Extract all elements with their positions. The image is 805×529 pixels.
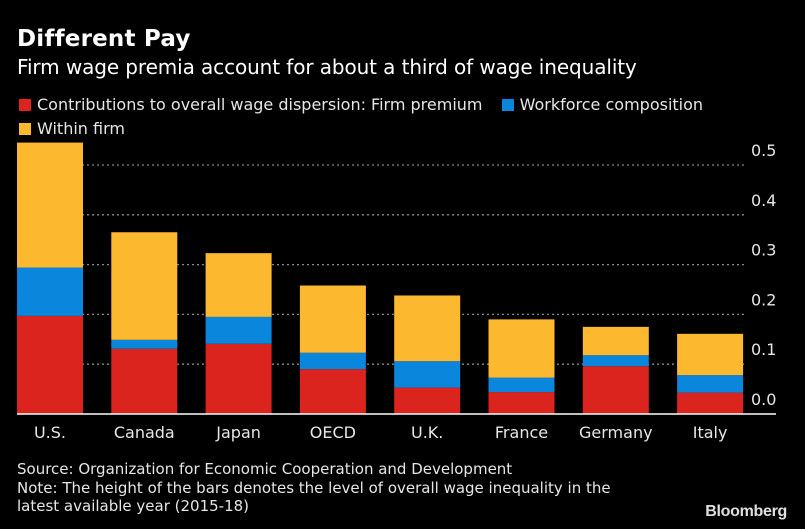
y-tick-label: 0.0 xyxy=(751,390,776,409)
y-tick-label: 0.5 xyxy=(751,141,776,160)
x-tick-label: U.K. xyxy=(411,423,443,442)
bar-segment-within-firm xyxy=(488,319,555,378)
footer: Source: Organization for Economic Cooper… xyxy=(17,460,611,516)
y-tick-label: 0.4 xyxy=(751,191,776,210)
bar-group xyxy=(394,295,461,414)
bar-segment-within-firm xyxy=(677,333,744,376)
y-tick-label: 0.3 xyxy=(751,241,776,260)
y-tick-label: 0.2 xyxy=(751,290,776,309)
y-tick-label: 0.1 xyxy=(751,340,776,359)
legend-swatch-within-firm xyxy=(19,123,31,135)
legend-swatch-workforce-composition xyxy=(501,99,514,111)
bar-segment-firm-premium xyxy=(17,315,83,414)
bar-segment-within-firm xyxy=(111,232,178,340)
chart-subtitle: Firm wage premia account for about a thi… xyxy=(17,55,637,79)
legend-label-within-firm: Within firm xyxy=(37,119,125,138)
legend-item-within-firm: Within firm xyxy=(19,117,125,141)
x-tick-label: Canada xyxy=(114,423,175,442)
bar-group xyxy=(205,253,272,414)
bar-segment-workforce-composition xyxy=(205,316,272,344)
note-line-2: latest available year (2015-18) xyxy=(17,497,250,515)
bar-segment-workforce-composition xyxy=(677,375,744,393)
bar-segment-within-firm xyxy=(299,285,366,353)
bar-segment-firm-premium xyxy=(488,392,555,414)
source-note: Source: Organization for Economic Cooper… xyxy=(17,460,513,478)
bar-segment-within-firm xyxy=(582,326,649,356)
bar-segment-within-firm xyxy=(205,253,272,317)
x-tick-label: U.S. xyxy=(34,423,66,442)
bar-segment-workforce-composition xyxy=(111,339,178,349)
x-tick-label: Japan xyxy=(215,423,261,442)
legend-label-firm-premium: Contributions to overall wage dispersion… xyxy=(37,95,483,114)
bar-segment-within-firm xyxy=(17,142,83,268)
bar-segment-workforce-composition xyxy=(394,361,461,388)
y-axis-ticks: 0.0 0.1 0.2 0.3 0.4 0.5 xyxy=(751,141,776,409)
bar-segment-workforce-composition xyxy=(488,377,555,393)
bloomberg-logo: Bloomberg xyxy=(705,503,787,520)
bar-segment-workforce-composition xyxy=(299,352,366,370)
bar-group xyxy=(299,285,366,414)
bar-segment-within-firm xyxy=(394,295,461,362)
bar-segment-firm-premium xyxy=(205,343,272,414)
bar-group xyxy=(582,326,649,414)
x-tick-label: France xyxy=(495,423,548,442)
bar-group xyxy=(111,232,178,414)
bar-segment-firm-premium xyxy=(111,348,178,414)
legend-swatch-firm-premium xyxy=(19,99,31,111)
bar-segment-firm-premium xyxy=(582,366,649,414)
note-line-1: Note: The height of the bars denotes the… xyxy=(17,478,611,497)
bar-group xyxy=(677,333,744,414)
x-tick-label: Italy xyxy=(693,423,728,442)
legend-item-firm-premium: Contributions to overall wage dispersion… xyxy=(19,93,483,117)
legend-label-workforce-composition: Workforce composition xyxy=(519,95,704,114)
legend: Contributions to overall wage dispersion… xyxy=(19,93,779,141)
x-tick-label: Germany xyxy=(579,423,653,442)
x-axis-ticks: U.S. Canada Japan OECD U.K. France Germany Ital… xyxy=(34,423,727,442)
x-tick-label: OECD xyxy=(310,423,356,442)
chart-title: Different Pay xyxy=(17,26,191,52)
bar-segment-firm-premium xyxy=(299,369,366,414)
bar-segment-workforce-composition xyxy=(582,355,649,367)
legend-item-workforce-composition: Workforce composition xyxy=(501,93,704,117)
bar-group xyxy=(488,319,555,414)
bar-segment-firm-premium xyxy=(394,387,461,414)
bar-group xyxy=(17,142,83,414)
bars xyxy=(17,142,744,414)
bar-segment-workforce-composition xyxy=(17,267,83,316)
bar-segment-firm-premium xyxy=(677,392,744,414)
